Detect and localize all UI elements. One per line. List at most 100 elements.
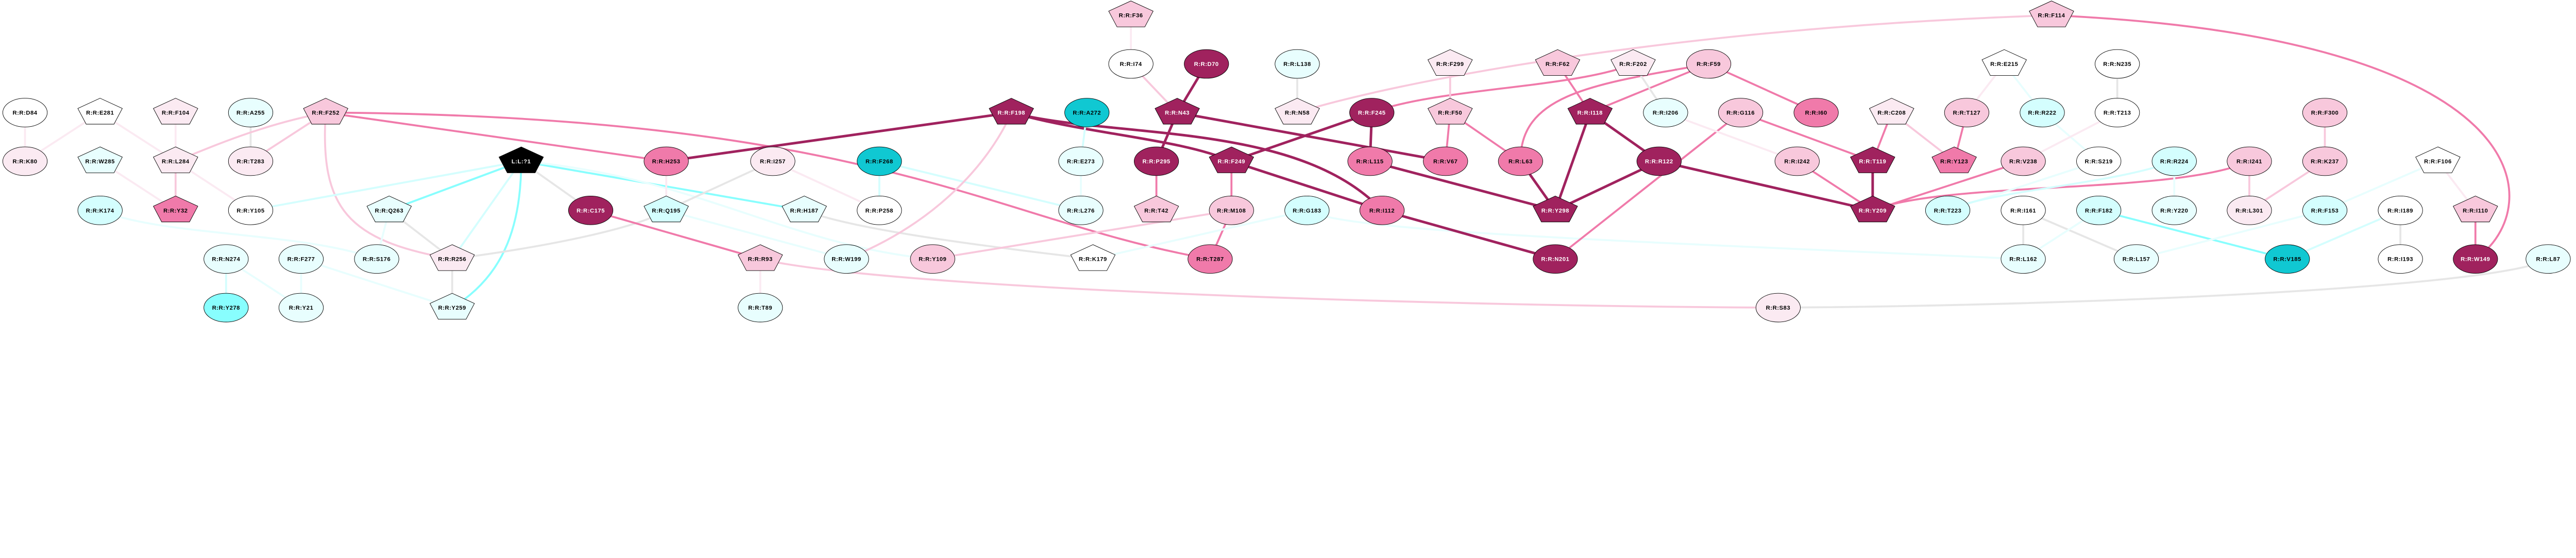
node-r-r-f182[interactable]: R:R:F182 <box>2076 195 2122 225</box>
node-r-r-l115[interactable]: R:R:L115 <box>1347 146 1393 176</box>
node-r-r-i242[interactable]: R:R:I242 <box>1774 146 1820 176</box>
node-r-r-e273[interactable]: R:R:E273 <box>1058 146 1104 176</box>
node-r-r-v238[interactable]: R:R:V238 <box>2001 146 2046 176</box>
node-r-r-n274[interactable]: R:R:N274 <box>204 244 249 274</box>
node-r-r-t127[interactable]: R:R:T127 <box>1944 98 1990 127</box>
node-r-r-n58[interactable]: R:R:N58 <box>1275 98 1320 125</box>
node-r-r-y209[interactable]: R:R:Y209 <box>1850 195 1895 223</box>
node-r-r-l284[interactable]: R:R:L284 <box>153 146 198 173</box>
node-r-r-h253[interactable]: R:R:H253 <box>643 146 689 176</box>
node-r-r-p258[interactable]: R:R:P258 <box>857 195 902 225</box>
node-r-r-i74[interactable]: R:R:I74 <box>1108 49 1154 79</box>
node-r-r-g116[interactable]: R:R:G116 <box>1718 98 1764 127</box>
node-r-r-k237[interactable]: R:R:K237 <box>2302 146 2348 176</box>
node-r-r-t119[interactable]: R:R:T119 <box>1850 146 1895 173</box>
node-r-r-e215[interactable]: R:R:E215 <box>1981 49 2027 76</box>
node-r-r-i189[interactable]: R:R:I189 <box>2378 195 2423 225</box>
node-r-r-s219[interactable]: R:R:S219 <box>2076 146 2122 176</box>
node-r-r-n43[interactable]: R:R:N43 <box>1155 98 1200 125</box>
node-r-r-f153[interactable]: R:R:F153 <box>2302 195 2348 225</box>
node-r-r-t42[interactable]: R:R:T42 <box>1133 195 1179 223</box>
node-r-r-l157[interactable]: R:R:L157 <box>2113 244 2159 274</box>
node-r-r-t213[interactable]: R:R:T213 <box>2095 98 2140 127</box>
node-r-r-i241[interactable]: R:R:I241 <box>2227 146 2272 176</box>
node-r-r-f299[interactable]: R:R:F299 <box>1427 49 1473 76</box>
node-r-r-y123[interactable]: R:R:Y123 <box>1931 146 1977 173</box>
node-r-r-y105[interactable]: R:R:Y105 <box>228 195 274 225</box>
node-r-r-t223[interactable]: R:R:T223 <box>1925 195 1971 225</box>
node-r-r-d84[interactable]: R:R:D84 <box>2 98 48 127</box>
node-r-r-t283[interactable]: R:R:T283 <box>228 146 274 176</box>
node-r-r-w199[interactable]: R:R:W199 <box>824 244 869 274</box>
node-r-r-y21[interactable]: R:R:Y21 <box>278 293 324 323</box>
node-r-r-c175[interactable]: R:R:C175 <box>568 195 614 225</box>
node-r-r-l138[interactable]: R:R:L138 <box>1275 49 1320 79</box>
node-r-r-y32[interactable]: R:R:Y32 <box>153 195 198 223</box>
node-r-r-w149[interactable]: R:R:W149 <box>2453 244 2498 274</box>
node-r-r-f252[interactable]: R:R:F252 <box>303 98 348 125</box>
node-r-r-s176[interactable]: R:R:S176 <box>354 244 399 274</box>
node-r-r-a255[interactable]: R:R:A255 <box>228 98 274 127</box>
node-r-r-f249[interactable]: R:R:F249 <box>1209 146 1255 173</box>
node-r-r-h187[interactable]: R:R:H187 <box>782 195 827 223</box>
node-r-r-t287[interactable]: R:R:T287 <box>1188 244 1233 274</box>
node-r-r-y220[interactable]: R:R:Y220 <box>2151 195 2197 225</box>
pentagon-shape <box>1869 98 1914 125</box>
node-r-r-m108[interactable]: R:R:M108 <box>1209 195 1254 225</box>
node-r-r-t89[interactable]: R:R:T89 <box>738 293 783 323</box>
node-r-r-i161[interactable]: R:R:I161 <box>2001 195 2046 225</box>
node-r-r-f59[interactable]: R:R:F59 <box>1686 49 1732 79</box>
node-r-r-f50[interactable]: R:R:F50 <box>1427 98 1473 125</box>
node-r-r-w285[interactable]: R:R:W285 <box>77 146 123 173</box>
node-r-r-i193[interactable]: R:R:I193 <box>2378 244 2423 274</box>
node-r-r-i112[interactable]: R:R:I112 <box>1359 195 1405 225</box>
node-r-r-n201[interactable]: R:R:N201 <box>1533 244 1578 274</box>
node-r-r-k174[interactable]: R:R:K174 <box>77 195 123 225</box>
node-l-l-1[interactable]: L:L:?1 <box>498 146 544 173</box>
node-r-r-v67[interactable]: R:R:V67 <box>1423 146 1468 176</box>
node-r-r-f277[interactable]: R:R:F277 <box>278 244 324 274</box>
node-r-r-p295[interactable]: R:R:P295 <box>1133 146 1179 176</box>
node-r-r-k80[interactable]: R:R:K80 <box>2 146 48 176</box>
node-r-r-r222[interactable]: R:R:R222 <box>2020 98 2065 127</box>
node-r-r-s83[interactable]: R:R:S83 <box>1755 293 1801 323</box>
node-r-r-y298[interactable]: R:R:Y298 <box>1533 195 1578 223</box>
node-r-r-i118[interactable]: R:R:I118 <box>1567 98 1613 125</box>
node-r-r-f36[interactable]: R:R:F36 <box>1108 1 1154 27</box>
node-r-r-i206[interactable]: R:R:I206 <box>1643 98 1688 127</box>
node-r-r-f268[interactable]: R:R:F268 <box>857 146 902 176</box>
node-r-r-y259[interactable]: R:R:Y259 <box>429 293 475 320</box>
node-r-r-f104[interactable]: R:R:F104 <box>153 98 198 125</box>
node-r-r-q195[interactable]: R:R:Q195 <box>643 195 689 223</box>
node-r-r-y278[interactable]: R:R:Y278 <box>204 293 249 323</box>
node-r-r-f114[interactable]: R:R:F114 <box>2029 1 2074 27</box>
node-r-r-r122[interactable]: R:R:R122 <box>1636 146 1682 176</box>
node-r-r-l87[interactable]: R:R:L87 <box>2526 244 2571 274</box>
node-r-r-g183[interactable]: R:R:G183 <box>1284 195 1330 225</box>
node-r-r-r256[interactable]: R:R:R256 <box>429 244 475 271</box>
node-r-r-l301[interactable]: R:R:L301 <box>2227 195 2272 225</box>
node-r-r-f300[interactable]: R:R:F300 <box>2302 98 2348 127</box>
node-r-r-i257[interactable]: R:R:I257 <box>750 146 795 176</box>
node-r-r-l63[interactable]: R:R:L63 <box>1498 146 1544 176</box>
node-r-r-a272[interactable]: R:R:A272 <box>1064 98 1110 127</box>
node-r-r-i110[interactable]: R:R:I110 <box>2452 195 2498 223</box>
node-r-r-f198[interactable]: R:R:F198 <box>989 98 1034 125</box>
node-r-r-r93[interactable]: R:R:R93 <box>737 244 783 271</box>
node-r-r-n235[interactable]: R:R:N235 <box>2095 49 2140 79</box>
node-r-r-c208[interactable]: R:R:C208 <box>1869 98 1914 125</box>
node-r-r-l276[interactable]: R:R:L276 <box>1058 195 1104 225</box>
node-r-r-e281[interactable]: R:R:E281 <box>77 98 123 125</box>
node-r-r-l162[interactable]: R:R:L162 <box>2001 244 2046 274</box>
node-r-r-r224[interactable]: R:R:R224 <box>2151 146 2197 176</box>
node-r-r-v185[interactable]: R:R:V185 <box>2265 244 2310 274</box>
node-r-r-f62[interactable]: R:R:F62 <box>1535 49 1581 76</box>
node-r-r-i60[interactable]: R:R:I60 <box>1793 98 1839 127</box>
node-r-r-d70[interactable]: R:R:D70 <box>1184 49 1229 79</box>
node-r-r-f202[interactable]: R:R:F202 <box>1611 49 1656 76</box>
node-r-r-k179[interactable]: R:R:K179 <box>1070 244 1116 271</box>
node-r-r-q263[interactable]: R:R:Q263 <box>366 195 412 223</box>
node-r-r-f106[interactable]: R:R:F106 <box>2415 146 2461 173</box>
node-r-r-y109[interactable]: R:R:Y109 <box>910 244 955 274</box>
node-r-r-f245[interactable]: R:R:F245 <box>1349 98 1395 127</box>
